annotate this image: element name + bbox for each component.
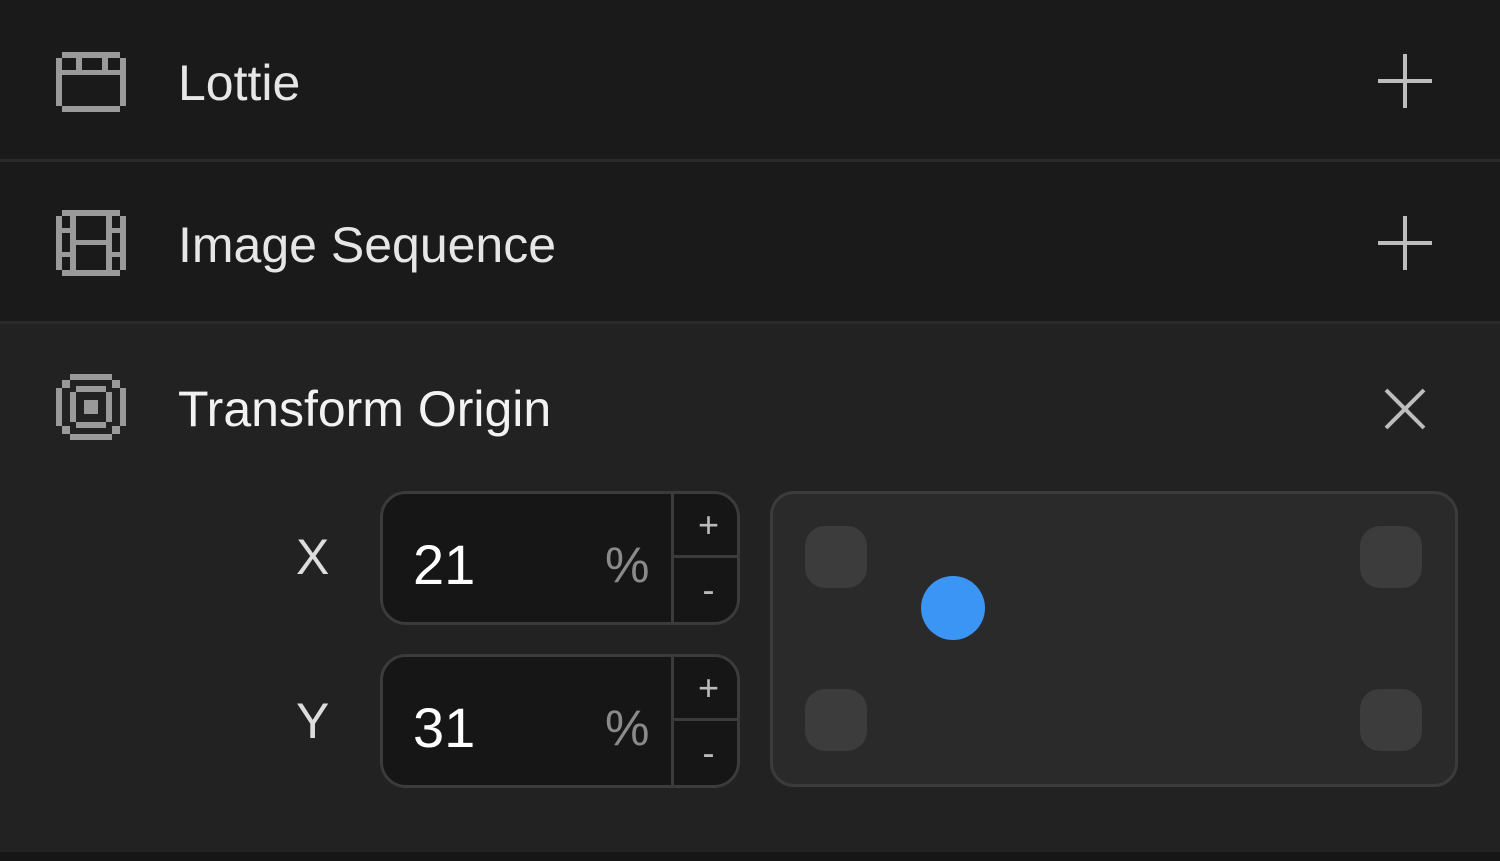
- film-strip-icon: [56, 210, 126, 276]
- y-unit: %: [605, 700, 650, 756]
- x-value[interactable]: 21: [413, 533, 476, 596]
- x-decrement-button[interactable]: -: [702, 569, 715, 610]
- y-value[interactable]: 31: [413, 696, 476, 759]
- x-field[interactable]: 21 % + -: [380, 491, 740, 625]
- plus-icon[interactable]: [1372, 210, 1438, 276]
- row-label: Lottie: [178, 55, 301, 111]
- corner-top-right[interactable]: [1360, 526, 1422, 588]
- y-field[interactable]: 31 % + -: [380, 654, 740, 788]
- divider: [0, 321, 1500, 324]
- plus-icon[interactable]: [1372, 48, 1438, 114]
- section-title: Transform Origin: [178, 381, 552, 437]
- corner-top-left[interactable]: [805, 526, 867, 588]
- target-square-icon: [56, 374, 126, 440]
- bottom-edge: [0, 852, 1500, 861]
- clapperboard-icon: [56, 52, 126, 112]
- x-increment-button[interactable]: +: [674, 494, 737, 558]
- corner-bottom-right[interactable]: [1360, 689, 1422, 751]
- row-lottie[interactable]: Lottie: [0, 0, 1500, 160]
- x-unit: %: [605, 537, 650, 593]
- y-increment-button[interactable]: +: [674, 657, 737, 721]
- close-icon[interactable]: [1372, 376, 1438, 442]
- row-label: Image Sequence: [178, 217, 557, 273]
- transform-origin-section: Transform Origin: [0, 324, 1500, 852]
- divider: [0, 159, 1500, 162]
- origin-handle[interactable]: [920, 575, 985, 640]
- y-label: Y: [296, 693, 330, 749]
- row-image-sequence[interactable]: Image Sequence: [0, 162, 1500, 322]
- x-label: X: [296, 529, 330, 585]
- corner-bottom-left[interactable]: [805, 689, 867, 751]
- y-decrement-button[interactable]: -: [702, 732, 715, 773]
- origin-picker[interactable]: [770, 491, 1458, 787]
